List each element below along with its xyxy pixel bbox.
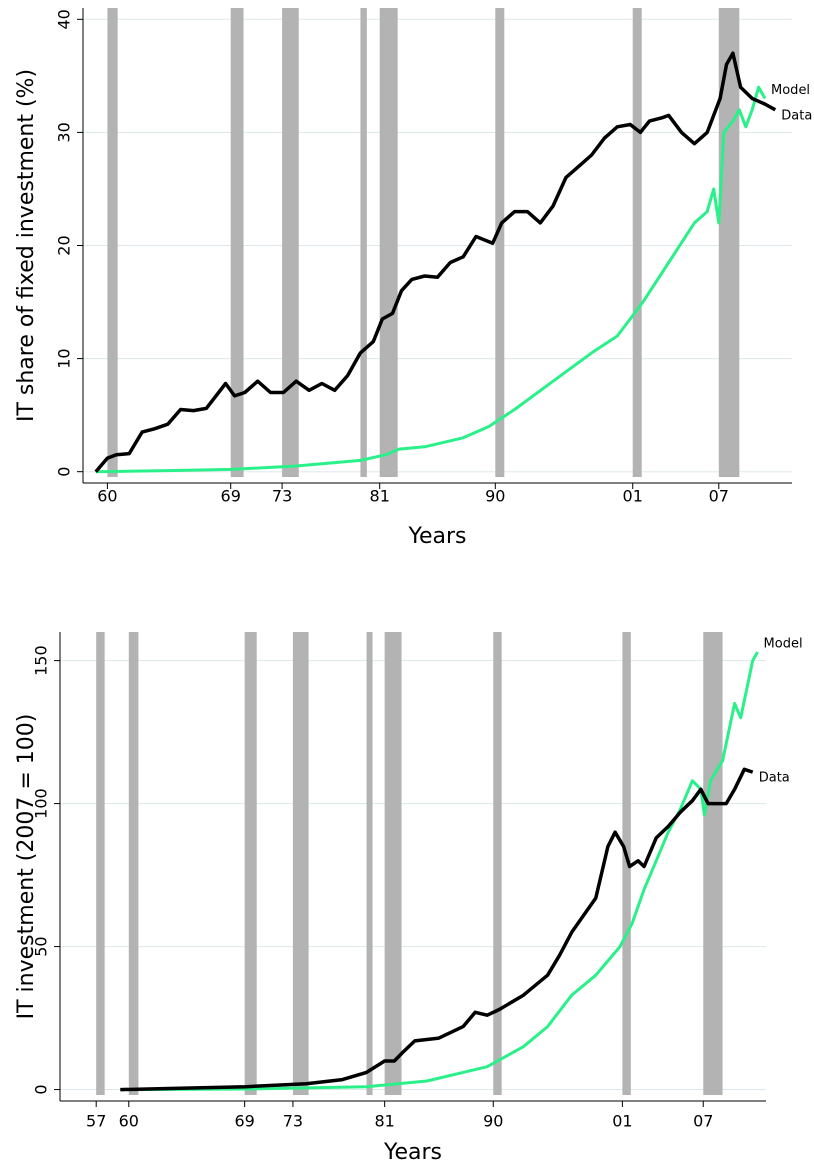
x-tick-label: 01 — [623, 487, 643, 506]
y-tick-label: 150 — [32, 645, 51, 676]
x-tick-label: 69 — [234, 1112, 254, 1131]
x-axis-title: Years — [407, 524, 466, 549]
y-tick-label: 100 — [32, 788, 51, 819]
x-tick-label: 73 — [272, 487, 292, 506]
x-tick-label: 69 — [221, 487, 241, 506]
recession-band — [622, 632, 631, 1095]
series-line — [120, 651, 759, 1092]
recession-band — [493, 632, 502, 1095]
x-tick-label: 90 — [483, 1112, 503, 1131]
recession-band — [292, 632, 309, 1095]
y-tick-label: 30 — [55, 122, 74, 142]
y-tick-label: 40 — [55, 9, 74, 29]
x-tick-label: 81 — [374, 1112, 394, 1131]
y-tick-label: 10 — [55, 348, 74, 368]
series-line — [120, 767, 754, 1092]
series-label: Data — [781, 108, 812, 123]
x-tick-label: 07 — [693, 1112, 713, 1131]
series-label: Model — [771, 83, 810, 98]
recession-band — [495, 8, 505, 477]
x-tick-label: 81 — [370, 487, 390, 506]
x-tick-label: 90 — [485, 487, 505, 506]
x-tick-label: 01 — [612, 1112, 632, 1131]
y-axis-title: IT share of fixed investment (%) — [14, 69, 39, 422]
y-tick-label: 0 — [55, 467, 74, 477]
y-tick-label: 20 — [55, 235, 74, 255]
recession-band — [384, 632, 402, 1095]
recession-band — [366, 632, 373, 1095]
x-axis-title: Years — [383, 1140, 442, 1165]
x-tick-label: 07 — [709, 487, 729, 506]
x-tick-label: 60 — [119, 1112, 139, 1131]
recession-band — [96, 632, 105, 1095]
recession-band — [230, 8, 244, 477]
recession-band — [282, 8, 299, 477]
y-axis-title: IT investment (2007 = 100) — [14, 714, 39, 1020]
x-tick-label: 57 — [86, 1112, 106, 1131]
recession-band — [718, 8, 740, 477]
recession-band — [703, 632, 723, 1095]
y-tick-label: 50 — [32, 936, 51, 956]
recession-band — [107, 8, 118, 477]
recession-band — [244, 632, 257, 1095]
series-label: Model — [764, 637, 803, 652]
x-tick-label: 60 — [97, 487, 117, 506]
recession-band — [632, 8, 642, 477]
series-label: Data — [759, 771, 790, 786]
recession-band — [360, 8, 367, 477]
x-tick-label: 73 — [283, 1112, 303, 1131]
series-line — [94, 51, 777, 473]
series-line — [95, 85, 767, 474]
recession-band — [128, 632, 139, 1095]
y-tick-label: 0 — [32, 1084, 51, 1094]
recession-band — [379, 8, 398, 477]
